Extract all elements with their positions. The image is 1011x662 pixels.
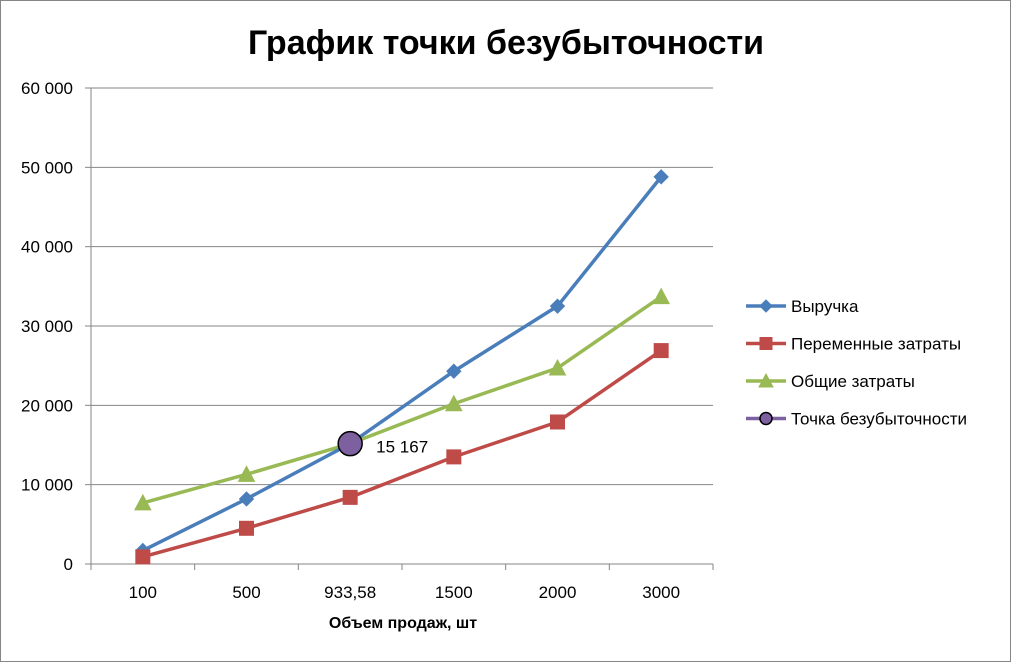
x-axis-title: Объем продаж, шт — [329, 615, 477, 632]
x-tick-label: 100 — [129, 583, 157, 602]
x-tick-label: 500 — [232, 583, 260, 602]
data-point — [652, 287, 671, 305]
legend-swatch-marker — [759, 299, 773, 313]
data-point — [446, 449, 462, 465]
gridlines — [91, 87, 713, 486]
x-tick-label: 3000 — [642, 583, 680, 602]
data-point — [135, 549, 151, 565]
series-lines — [133, 169, 671, 565]
data-point — [445, 394, 463, 412]
x-tick-label: 1500 — [435, 583, 473, 602]
series-line — [142, 295, 663, 505]
y-tick-label: 60 000 — [21, 79, 73, 98]
data-point — [337, 430, 363, 457]
data-label: 15 167 — [376, 438, 428, 457]
data-point — [653, 169, 669, 185]
chart-title: График точки безубыточности — [248, 24, 764, 62]
axes: 0 10 000 20 000 30 000 40 000 50 000 60 000 100… — [21, 79, 714, 602]
data-point — [238, 491, 255, 507]
legend-entry: Общие затраты — [791, 372, 915, 391]
series-line — [142, 175, 663, 553]
y-tick-label: 40 000 — [21, 238, 73, 257]
legend-entry: Переменные затраты — [791, 335, 961, 354]
data-point — [133, 493, 152, 511]
y-tick-label: 20 000 — [21, 396, 73, 415]
legend-swatch-marker — [759, 337, 773, 350]
data-point — [237, 465, 256, 482]
legend-entry: Выручка — [791, 297, 859, 316]
data-point — [549, 298, 566, 314]
data-point — [239, 520, 254, 536]
data-point — [446, 363, 462, 379]
y-tick-label: 50 000 — [21, 158, 73, 177]
legend-entry: Точка безубыточности — [791, 410, 967, 429]
data-point — [342, 489, 358, 505]
data-point — [653, 343, 669, 359]
legend-swatch-marker — [758, 372, 774, 388]
x-tick-label: 933,58 — [324, 583, 376, 602]
data-labels: 15 167 — [376, 438, 428, 457]
legend-swatch-marker — [759, 411, 773, 426]
data-point — [548, 358, 567, 376]
x-tick-label: 2000 — [539, 583, 577, 602]
data-point — [550, 414, 565, 430]
series-line — [142, 349, 663, 559]
y-tick-label: 30 000 — [21, 317, 73, 336]
y-tick-label: 0 — [64, 555, 73, 574]
legend: Выручка Переменные затраты Общие затраты То… — [746, 297, 967, 429]
y-tick-label: 10 000 — [21, 476, 73, 495]
